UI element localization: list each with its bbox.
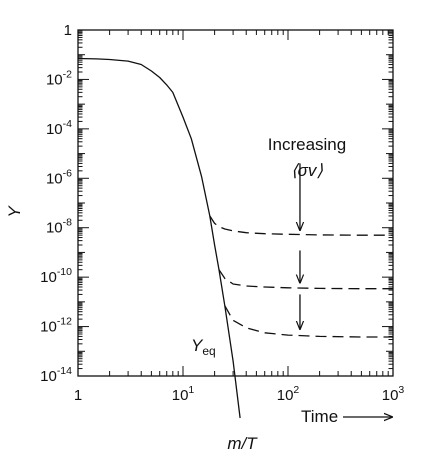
y-tick-label-base: 10: [46, 121, 63, 138]
y-tick-label: 10-2: [46, 68, 72, 88]
y-tick-label-base: 10: [46, 170, 63, 187]
annotation-time: Time: [301, 407, 338, 426]
y-tick-label-exponent: -2: [63, 68, 72, 80]
x-tick-label: 103: [382, 384, 405, 404]
dashed-curve-3: [224, 305, 393, 338]
x-tick-label-exponent: 3: [398, 384, 404, 396]
x-tick-label: 1: [74, 387, 82, 404]
y-tick-label: 1: [64, 22, 72, 39]
annotation-increasing: Increasing: [268, 135, 346, 154]
x-tick-label-base: 10: [382, 387, 399, 404]
y-tick-label: 10-14: [40, 365, 72, 385]
y-axis-label: Y: [5, 205, 24, 218]
y-tick-label: 10-8: [46, 217, 72, 237]
y-tick-label-base: 10: [40, 269, 57, 286]
x-axis-label: m/T: [227, 434, 258, 453]
plot-frame: [77, 29, 394, 377]
x-tick-label-exponent: 1: [188, 384, 194, 396]
tick-labels: 1 101 102 103110-210-410-610-810-1010-1210-…: [40, 22, 404, 404]
annotation-y-eq: Yeq: [191, 336, 216, 358]
x-tick-label-base: 1: [74, 387, 82, 404]
y-tick-label-base: 10: [46, 71, 63, 88]
series-layer: [77, 57, 393, 419]
y-tick-label: 10-6: [46, 167, 72, 187]
y-tick-label-exponent: -6: [63, 167, 72, 179]
y-eq-main: Y: [191, 336, 204, 355]
x-tick-label-base: 10: [277, 387, 294, 404]
equilibrium-curve-0: [77, 57, 241, 419]
y-tick-label: 10-4: [46, 118, 72, 138]
y-tick-label-exponent: -8: [63, 217, 72, 229]
y-tick-label-base: 10: [40, 368, 57, 385]
annotation-sigma-v: ⟨σv⟩: [291, 161, 323, 180]
y-tick-label-exponent: -14: [57, 365, 72, 377]
y-tick-label: 10-12: [40, 316, 72, 336]
dashed-curve-1: [209, 215, 393, 236]
y-tick-label-base: 10: [40, 319, 57, 336]
dashed-curve-2: [218, 269, 393, 290]
y-tick-label-exponent: -12: [57, 316, 72, 328]
x-tick-label-exponent: 2: [293, 384, 299, 396]
y-tick-label-exponent: -10: [57, 266, 72, 278]
y-tick-label-exponent: -4: [63, 118, 72, 130]
y-eq-subscript: eq: [202, 344, 215, 358]
x-tick-label-base: 10: [172, 387, 189, 404]
x-tick-label: 102: [277, 384, 300, 404]
y-tick-label-base: 1: [64, 22, 72, 39]
y-tick-label: 10-10: [40, 266, 72, 286]
y-tick-label-base: 10: [46, 220, 63, 237]
tick-marks: [77, 29, 394, 377]
x-tick-label: 101: [172, 384, 195, 404]
